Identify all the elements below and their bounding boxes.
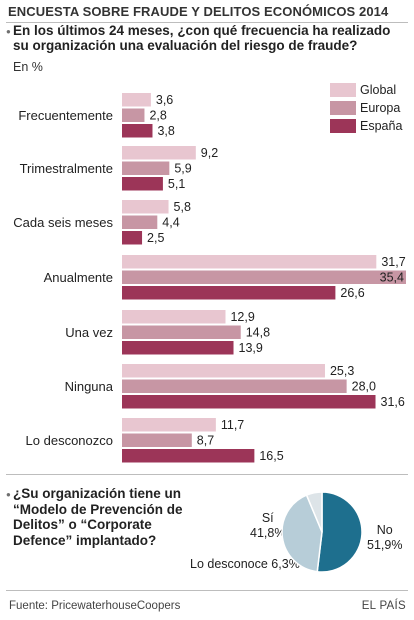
bar-espana xyxy=(122,286,336,300)
legend-swatch-global xyxy=(330,83,356,97)
bar-value-label: 8,7 xyxy=(197,434,214,448)
bar-value-label: 26,6 xyxy=(340,286,364,300)
bar-espana xyxy=(122,341,234,355)
legend-label-espana: España xyxy=(360,119,403,133)
bar-value-label: 35,4 xyxy=(380,271,404,285)
unit-label: En % xyxy=(13,60,43,74)
legend-label-europa: Europa xyxy=(360,101,401,115)
bar-value-label: 31,7 xyxy=(381,255,405,269)
bar-value-label: 5,8 xyxy=(174,200,191,214)
pie-question-bullet-icon: ● xyxy=(6,490,11,499)
pie-slice-si xyxy=(281,494,323,573)
bar-chart: Frecuentemente 3,6 2,83,8 Trimestralmente 9,… xyxy=(13,93,406,463)
bar-value-label: 12,9 xyxy=(230,310,254,324)
bar-value-label: 14,8 xyxy=(246,326,270,340)
bar-value-label: 16,5 xyxy=(259,449,283,463)
category-label: Cada seis meses xyxy=(13,215,113,230)
bar-europa xyxy=(122,108,145,122)
bar-value-label: 28,0 xyxy=(352,380,376,394)
bar-europa xyxy=(122,270,406,284)
bar-espana xyxy=(122,395,376,409)
legend-swatch-espana xyxy=(330,119,356,133)
bar-global xyxy=(122,255,377,269)
top-divider xyxy=(6,22,408,23)
footer-divider xyxy=(6,590,408,591)
legend-item-global: Global xyxy=(330,82,402,98)
bar-value-label: 5,9 xyxy=(174,162,191,176)
bar-value-label: 3,8 xyxy=(157,124,174,138)
bar-global xyxy=(122,200,169,214)
pie-label-si-name: Sí xyxy=(261,511,274,525)
bar-espana xyxy=(122,449,255,463)
category-label: Anualmente xyxy=(44,270,113,285)
question-bullet-icon: ● xyxy=(6,27,11,36)
pie-slice-lo-desconoce xyxy=(305,491,323,533)
bar-europa xyxy=(122,379,347,393)
pie-label-no: No 51,9% xyxy=(367,523,402,553)
bar-value-label: 5,1 xyxy=(168,177,185,191)
brand-logo: EL PAÍS xyxy=(361,600,406,612)
bar-espana xyxy=(122,177,163,191)
bar-espana xyxy=(122,124,153,138)
question-text: En los últimos 24 meses, ¿con qué frecue… xyxy=(13,23,391,53)
bar-global xyxy=(122,418,216,432)
pie-label-no-name: No xyxy=(376,523,393,537)
category-label: Lo desconozco xyxy=(26,433,113,448)
bar-value-label: 25,3 xyxy=(330,364,354,378)
bar-value-label: 2,5 xyxy=(147,231,164,245)
pie-label-lo-desconoce: Lo desconoce 6,3% xyxy=(190,557,300,571)
category-label: Ninguna xyxy=(65,379,114,394)
pie-question-text: ¿Su organización tiene un “Modelo de Pre… xyxy=(13,486,183,548)
bar-value-label: 13,9 xyxy=(239,341,263,355)
bar-europa xyxy=(122,215,158,229)
pie-label-no-value: 51,9% xyxy=(367,538,403,552)
bar-global xyxy=(122,146,196,160)
legend-label-global: Global xyxy=(360,83,397,97)
pie-label-si-value: 41,8% xyxy=(250,526,286,540)
category-label: Una vez xyxy=(65,325,113,340)
bar-value-label: 9,2 xyxy=(201,146,218,160)
section-divider xyxy=(6,474,408,475)
bar-value-label: 2,8 xyxy=(149,109,166,123)
legend-item-europa: Europa xyxy=(330,100,402,116)
legend-swatch-europa xyxy=(330,101,356,115)
bar-global xyxy=(122,364,325,378)
legend: Global Europa España xyxy=(330,82,402,136)
source-note: Fuente: PricewaterhouseCoopers xyxy=(9,600,181,612)
legend-item-espana: España xyxy=(330,118,402,134)
pie-label-si: Sí 41,8% xyxy=(250,511,285,541)
bar-europa xyxy=(122,433,192,447)
bar-value-label: 4,4 xyxy=(162,216,179,230)
bar-espana xyxy=(122,231,143,245)
bar-global xyxy=(122,310,226,324)
bar-value-label: 31,6 xyxy=(381,395,405,409)
bar-europa xyxy=(122,325,241,339)
chart-title: ENCUESTA SOBRE FRAUDE Y DELITOS ECONÓMIC… xyxy=(8,4,389,19)
pie-slice-no xyxy=(316,491,363,573)
bar-value-label: 11,7 xyxy=(221,418,244,432)
bar-global xyxy=(122,93,151,107)
category-label: Trimestralmente xyxy=(20,161,113,176)
pie-chart xyxy=(281,491,363,573)
category-label: Frecuentemente xyxy=(18,108,113,123)
bar-value-label: 3,6 xyxy=(156,93,173,107)
bar-europa xyxy=(122,161,170,175)
